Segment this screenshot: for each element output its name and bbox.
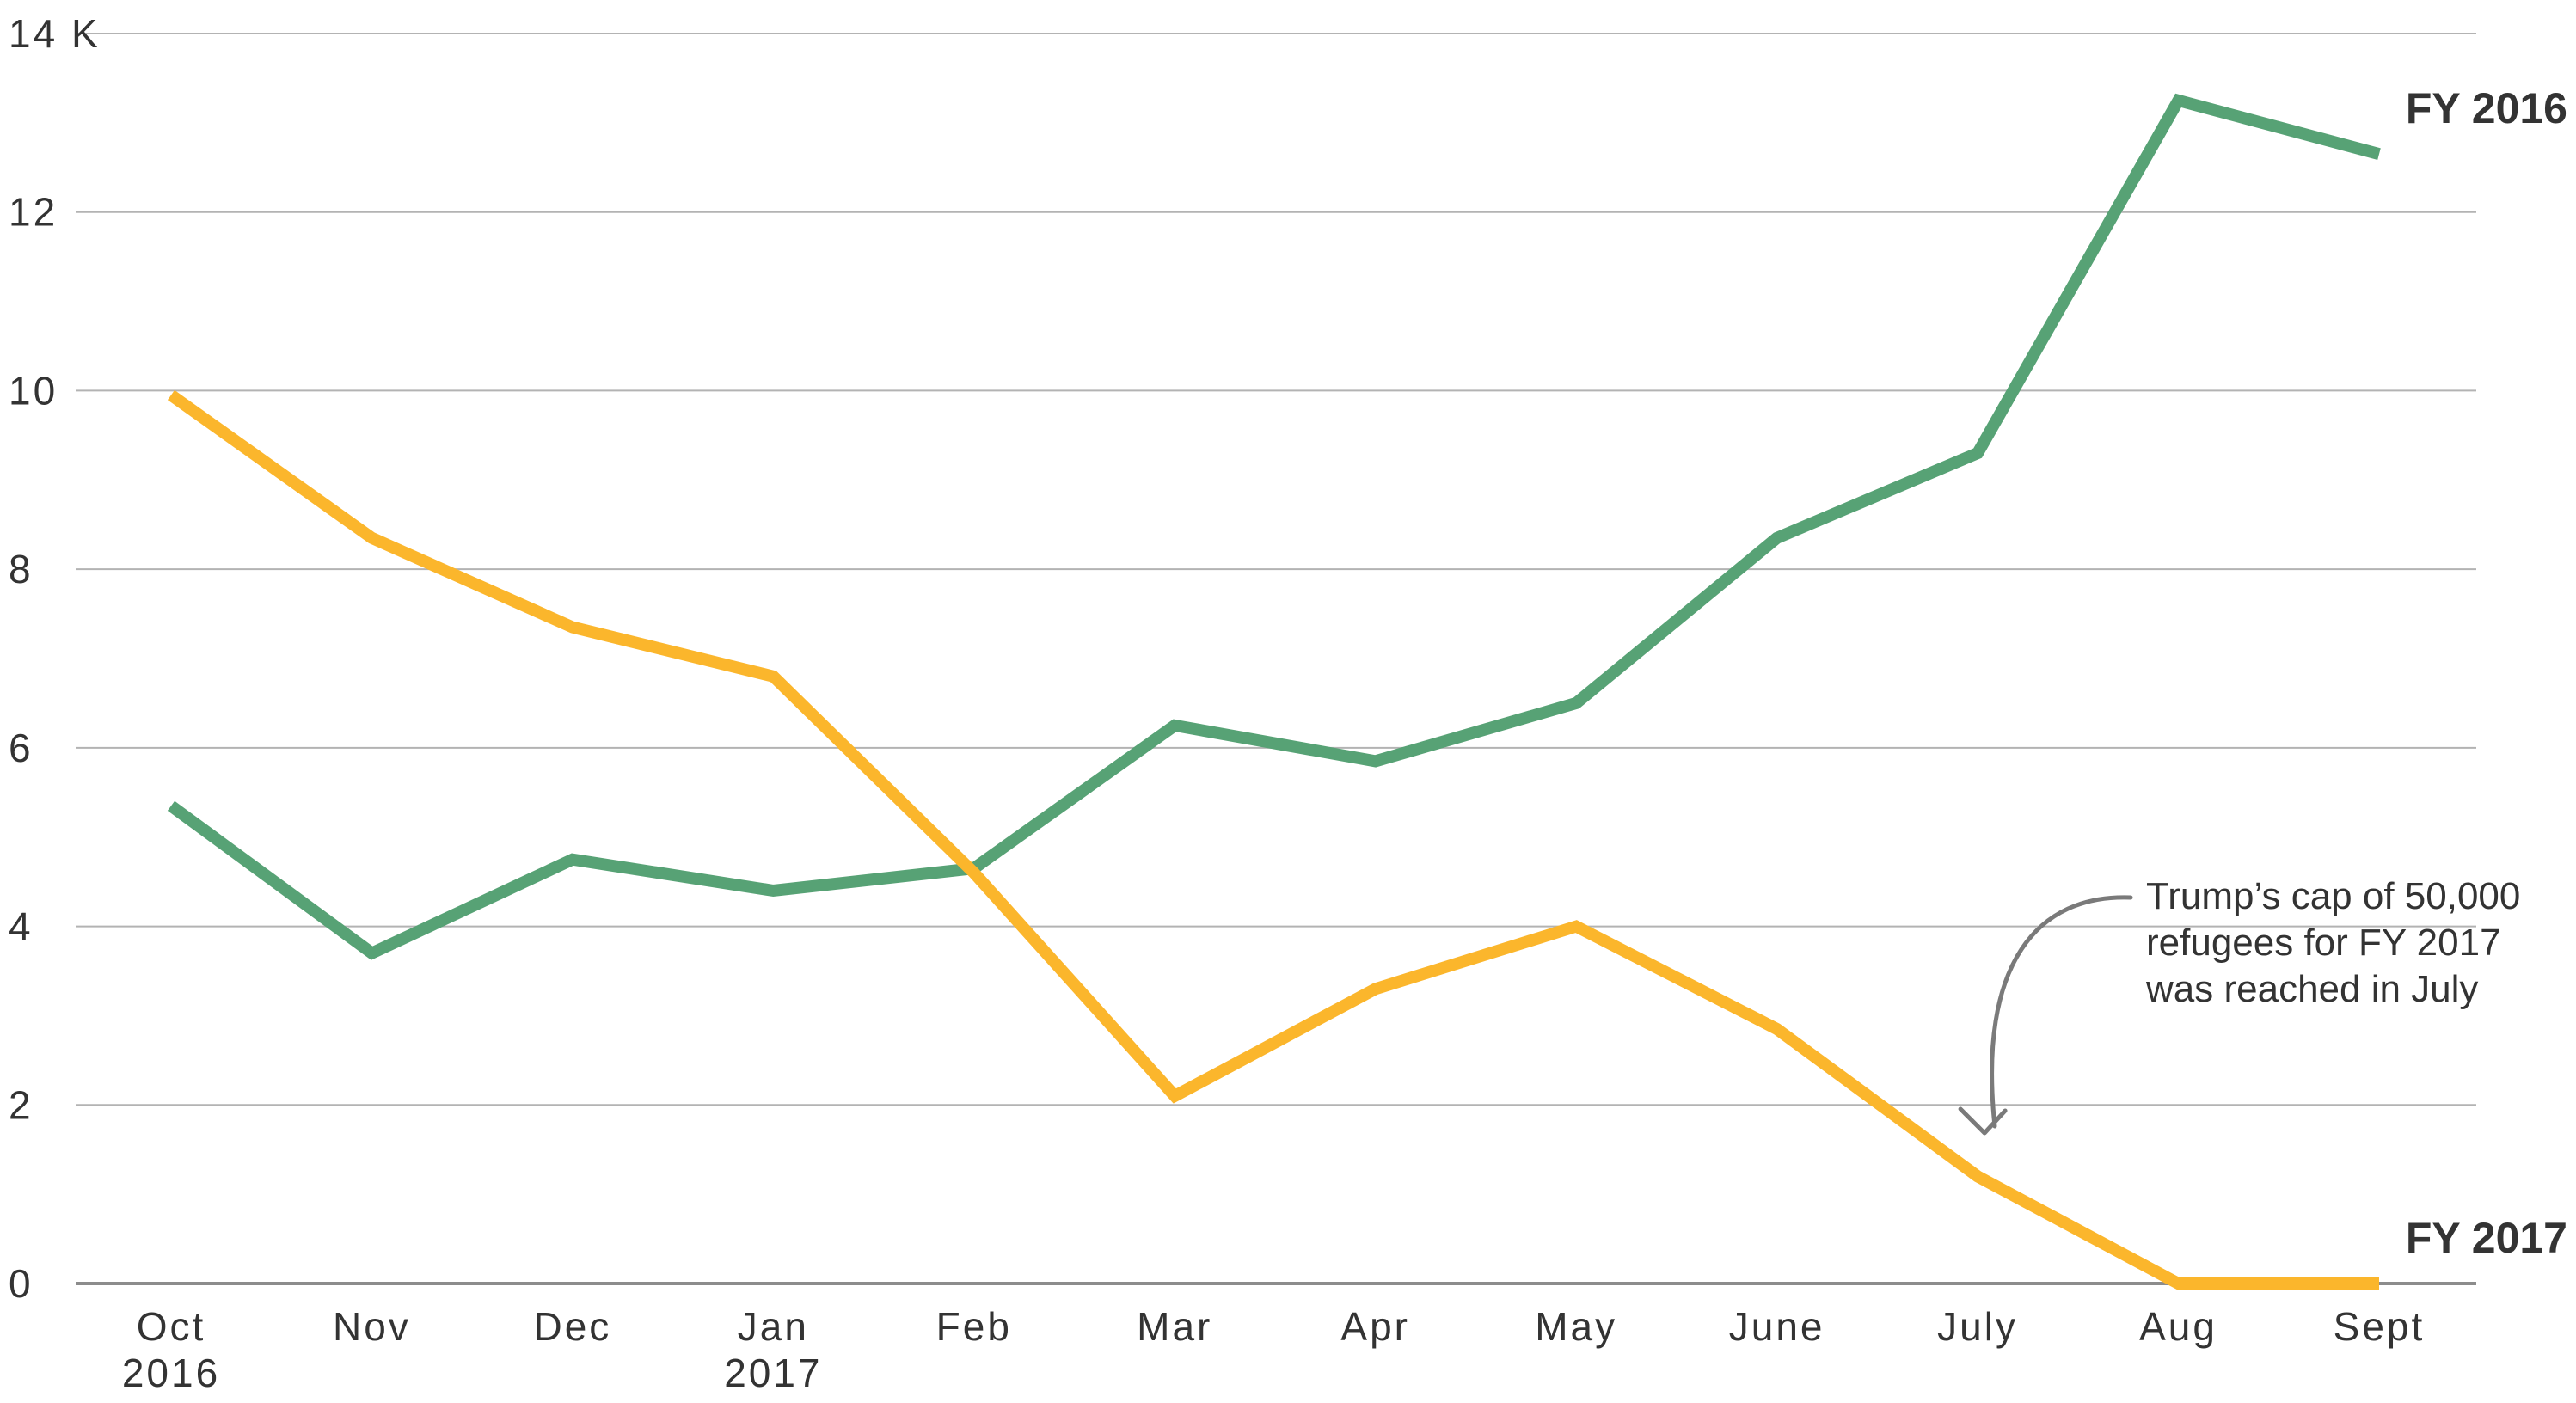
x-tick-label: Dec <box>534 1304 612 1349</box>
series-line-fy-2017 <box>167 389 2379 1290</box>
y-tick-label: 2 <box>9 1082 34 1127</box>
y-tick-label: 0 <box>9 1261 34 1306</box>
grid <box>76 33 2476 1285</box>
annotation-arrow <box>1990 895 2133 1129</box>
x-tick-label: Mar <box>1137 1304 1212 1349</box>
x-tick-label: Sept <box>2334 1304 2426 1349</box>
annotation-line: Trump’s cap of 50,000 <box>2146 875 2520 917</box>
series-label: FY 2016 <box>2406 84 2567 132</box>
series-labels: FY 2016 FY 2017 <box>2406 84 2567 1262</box>
x-tick-label: Jan <box>738 1304 809 1349</box>
y-tick-label: 14 K <box>9 11 101 56</box>
x-tick-label: Apr <box>1340 1304 1410 1349</box>
series-lines <box>167 93 2381 1290</box>
x-tick-label: Feb <box>936 1304 1012 1349</box>
series-label: FY 2017 <box>2406 1214 2567 1262</box>
annotation-arrowhead <box>1958 1106 2008 1136</box>
annotation: Trump’s cap of 50,000 refugees for FY 201… <box>1958 875 2520 1136</box>
y-tick-label: 8 <box>9 547 34 591</box>
x-tick-label: Oct <box>137 1304 206 1349</box>
x-tick-sublabel: 2017 <box>724 1351 822 1395</box>
x-tick-label: Aug <box>2139 1304 2217 1349</box>
y-tick-label: 10 <box>9 368 58 413</box>
y-tick-label: 6 <box>9 726 34 770</box>
annotation-text: Trump’s cap of 50,000 refugees for FY 201… <box>2145 875 2520 1010</box>
x-tick-sublabel: 2016 <box>122 1351 220 1395</box>
annotation-line: was reached in July <box>2145 968 2478 1010</box>
annotation-line: refugees for FY 2017 <box>2146 922 2501 964</box>
y-axis: 0 2 4 6 8 10 12 14 K <box>9 11 101 1306</box>
x-tick-label: July <box>1937 1304 2018 1349</box>
x-tick-label: Nov <box>333 1304 411 1349</box>
series-line-fy-2016 <box>167 93 2381 960</box>
x-tick-label: May <box>1535 1304 1617 1349</box>
y-tick-label: 12 <box>9 190 58 235</box>
x-tick-label: June <box>1729 1304 1825 1349</box>
y-tick-label: 4 <box>9 904 34 949</box>
